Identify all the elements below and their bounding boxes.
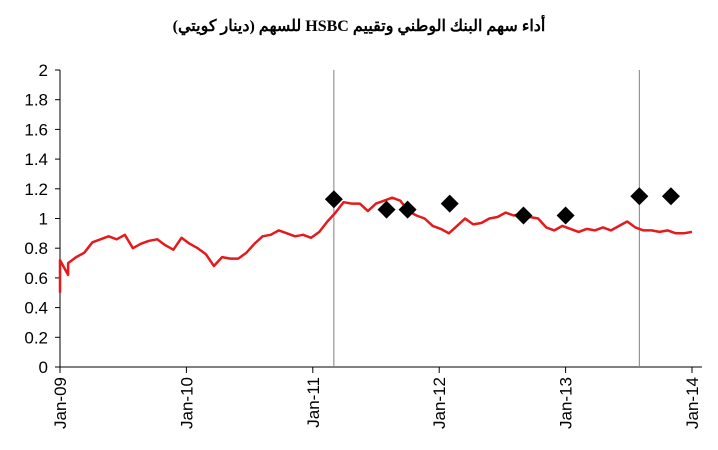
- y-tick-label: 0: [39, 358, 48, 377]
- target-marker: [514, 206, 533, 225]
- x-tick-label: Jan-09: [51, 377, 70, 429]
- y-tick-label: 1.8: [24, 91, 48, 110]
- target-marker: [630, 187, 649, 206]
- y-tick-label: 0.4: [24, 299, 48, 318]
- price-series: [58, 196, 693, 293]
- target-marker: [556, 206, 575, 225]
- y-tick-label: 2: [39, 61, 48, 80]
- y-tick-label: 0.8: [24, 239, 48, 258]
- x-tick-label: Jan-12: [430, 377, 449, 429]
- y-tick-label: 1.4: [24, 150, 48, 169]
- y-tick-label: 0.2: [24, 328, 48, 347]
- target-marker: [661, 187, 680, 206]
- y-tick-label: 1: [39, 210, 48, 229]
- y-tick-label: 1.6: [24, 120, 48, 139]
- chart-title: أداء سهم البنك الوطني وتقييم HSBC للسهم …: [172, 18, 546, 35]
- x-tick-label: Jan-14: [683, 377, 702, 429]
- target-price-series: [324, 187, 680, 225]
- price-line: [58, 196, 693, 293]
- y-tick-label: 0.6: [24, 269, 48, 288]
- x-axis: Jan-09 Jan-10 Jan-11 Jan-12 Jan-13 Jan-14: [51, 366, 702, 429]
- reference-lines: [333, 70, 640, 367]
- y-tick-label: 1.2: [24, 180, 48, 199]
- x-tick-label: Jan-11: [304, 377, 323, 428]
- target-marker: [377, 200, 396, 219]
- y-axis: 0 0.2 0.4 0.6 0.8 1 1.2 1.4 1.6 1.8 2: [24, 61, 61, 377]
- x-tick-label: Jan-13: [557, 377, 576, 429]
- target-marker: [398, 200, 417, 219]
- target-marker: [440, 194, 459, 213]
- target-marker: [324, 190, 343, 209]
- x-tick-label: Jan-10: [177, 377, 196, 429]
